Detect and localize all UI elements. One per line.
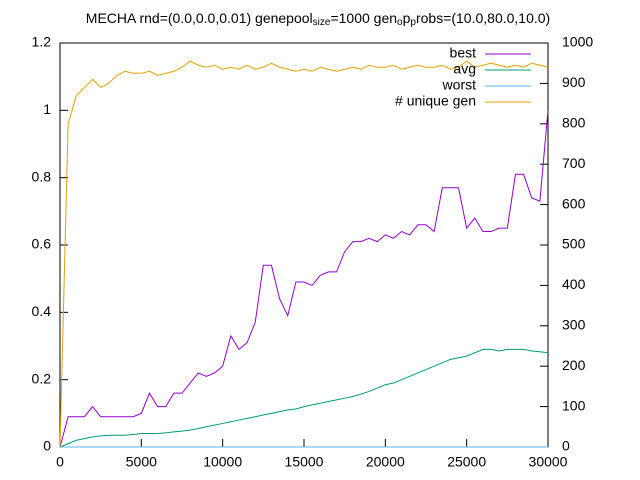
series-line [59, 110, 549, 448]
y-tick-label: 0 [43, 438, 51, 454]
x-tick-label: 0 [56, 454, 64, 470]
chart-title: MECHA rnd=(0.0,0.0,0.01) genepoolsize=10… [86, 10, 550, 28]
title-subscript: p [410, 17, 416, 28]
y2-tick-label: 200 [562, 357, 586, 373]
title-part: robs=(10.0,80.0,10.0) [416, 10, 550, 26]
y2-tick-label: 700 [562, 155, 586, 171]
y-tick-label: 1.2 [32, 34, 52, 50]
x-tick-label: 20000 [366, 454, 405, 470]
y2-tick-label: 300 [562, 317, 586, 333]
y2-tick-label: 1000 [562, 34, 593, 50]
y2-tick-label: 500 [562, 236, 586, 252]
legend-label: worst [442, 77, 477, 93]
y-tick-label: 1 [43, 101, 51, 117]
x-tick-label: 15000 [285, 454, 324, 470]
title-part: =1000 gen [330, 10, 397, 26]
y2-tick-label: 800 [562, 115, 586, 131]
y2-tick-label: 900 [562, 74, 586, 90]
title-part: p [403, 10, 411, 26]
series-line [59, 348, 549, 448]
y2-tick-label: 100 [562, 397, 586, 413]
legend-label: best [450, 45, 477, 61]
y-tick-label: 0.2 [32, 370, 52, 386]
legend-label: # unique gen [395, 93, 476, 109]
title-part: MECHA rnd=(0.0,0.0,0.01) genepool [86, 10, 313, 26]
series-line [59, 60, 549, 448]
x-tick-label: 10000 [203, 454, 242, 470]
legend-label: avg [453, 61, 476, 77]
y2-tick-label: 0 [562, 438, 570, 454]
y2-tick-label: 600 [562, 195, 586, 211]
y-tick-label: 0.8 [32, 168, 52, 184]
y2-tick-label: 400 [562, 276, 586, 292]
y-tick-label: 0.4 [32, 303, 52, 319]
x-tick-label: 5000 [126, 454, 157, 470]
title-subscript: o [397, 17, 403, 28]
y-tick-label: 0.6 [32, 236, 52, 252]
x-tick-label: 25000 [447, 454, 486, 470]
x-tick-label: 30000 [529, 454, 568, 470]
title-subscript: size [313, 17, 331, 28]
